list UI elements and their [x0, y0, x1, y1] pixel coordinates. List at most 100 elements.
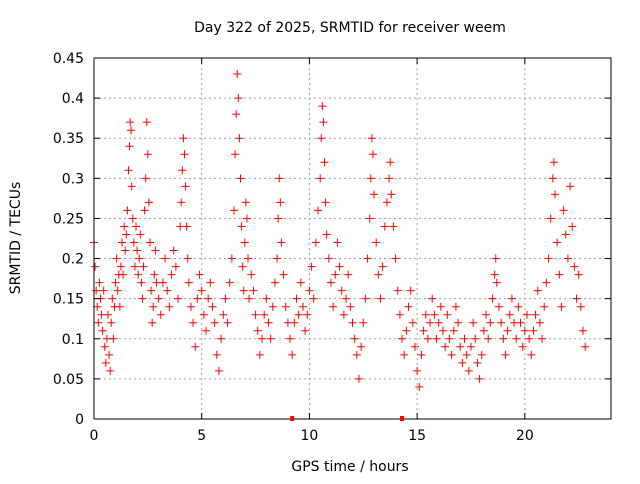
data-point: [305, 286, 314, 295]
data-point: [389, 222, 398, 231]
data-point: [454, 318, 463, 327]
data-point: [494, 302, 503, 311]
data-point: [542, 278, 551, 287]
y-tick-label: 0.2: [62, 252, 84, 268]
data-point: [512, 334, 521, 343]
data-point: [525, 334, 534, 343]
data-point: [417, 350, 426, 359]
x-tick-label: 0: [90, 428, 99, 444]
data-point: [262, 294, 271, 303]
data-point: [93, 302, 102, 311]
x-tick-labels: 0 5 10 15 20: [90, 428, 534, 444]
data-point: [503, 326, 512, 335]
data-point: [531, 310, 540, 319]
x-tick-label: 5: [197, 428, 206, 444]
data-point: [251, 310, 260, 319]
data-point: [311, 238, 320, 247]
x-tick-label: 10: [301, 428, 319, 444]
data-point: [555, 270, 564, 279]
data-point: [239, 286, 248, 295]
data-point: [540, 302, 549, 311]
data-point: [484, 334, 493, 343]
data-point: [121, 246, 130, 255]
data-point: [568, 222, 577, 231]
data-point: [385, 174, 394, 183]
data-point: [471, 334, 480, 343]
data-point: [445, 334, 454, 343]
data-point: [365, 214, 374, 223]
data-point: [423, 334, 432, 343]
data-point: [227, 254, 236, 263]
data-point: [274, 214, 283, 223]
data-point: [244, 254, 253, 263]
data-point: [572, 294, 581, 303]
data-point: [264, 318, 273, 327]
data-point: [359, 318, 368, 327]
data-point: [386, 158, 395, 167]
data-point: [182, 222, 191, 231]
data-point: [366, 174, 375, 183]
axis-ticks: [93, 57, 611, 420]
y-tick-label: 0.15: [53, 292, 84, 308]
data-point: [443, 310, 452, 319]
data-point: [202, 326, 211, 335]
data-point: [134, 270, 143, 279]
data-point: [266, 334, 275, 343]
y-tick-label: 0: [75, 412, 84, 428]
data-point: [303, 310, 312, 319]
data-point: [232, 110, 241, 119]
data-point: [410, 342, 419, 351]
data-point: [329, 302, 338, 311]
data-point: [279, 270, 288, 279]
data-point: [148, 318, 157, 327]
data-point: [406, 286, 415, 295]
data-point: [139, 262, 148, 271]
data-point: [469, 318, 478, 327]
data-point: [363, 254, 372, 263]
data-point: [553, 238, 562, 247]
data-point: [462, 350, 471, 359]
y-tick-label: 0.45: [53, 51, 84, 67]
y-tick-label: 0.25: [53, 211, 84, 227]
data-point: [158, 278, 167, 287]
data-point: [376, 294, 385, 303]
data-point: [387, 190, 396, 199]
data-point: [140, 206, 149, 215]
data-point: [180, 150, 189, 159]
data-point: [126, 118, 135, 127]
data-point: [492, 278, 501, 287]
data-point: [210, 318, 219, 327]
data-point: [127, 126, 136, 135]
data-point: [223, 318, 232, 327]
data-point: [119, 270, 128, 279]
data-point: [258, 334, 267, 343]
data-point: [317, 134, 326, 143]
data-point: [357, 342, 366, 351]
data-point: [350, 334, 359, 343]
data-point: [404, 302, 413, 311]
data-point: [217, 334, 226, 343]
data-point: [333, 238, 342, 247]
data-point: [372, 238, 381, 247]
data-point: [133, 246, 142, 255]
data-point: [245, 294, 254, 303]
data-point: [146, 238, 155, 247]
data-point: [236, 174, 245, 183]
data-point: [301, 326, 310, 335]
data-point: [335, 262, 344, 271]
data-point: [174, 294, 183, 303]
data-point: [441, 342, 450, 351]
data-point: [225, 278, 234, 287]
data-point: [143, 150, 152, 159]
data-point: [576, 302, 585, 311]
data-point: [277, 238, 286, 247]
plot-frame: [93, 57, 612, 420]
y-tick-label: 0.1: [62, 332, 84, 348]
data-point: [150, 270, 159, 279]
data-point: [367, 134, 376, 143]
data-point: [466, 342, 475, 351]
data-point: [161, 254, 170, 263]
data-point: [92, 286, 101, 295]
data-point: [95, 278, 104, 287]
data-point: [123, 206, 132, 215]
